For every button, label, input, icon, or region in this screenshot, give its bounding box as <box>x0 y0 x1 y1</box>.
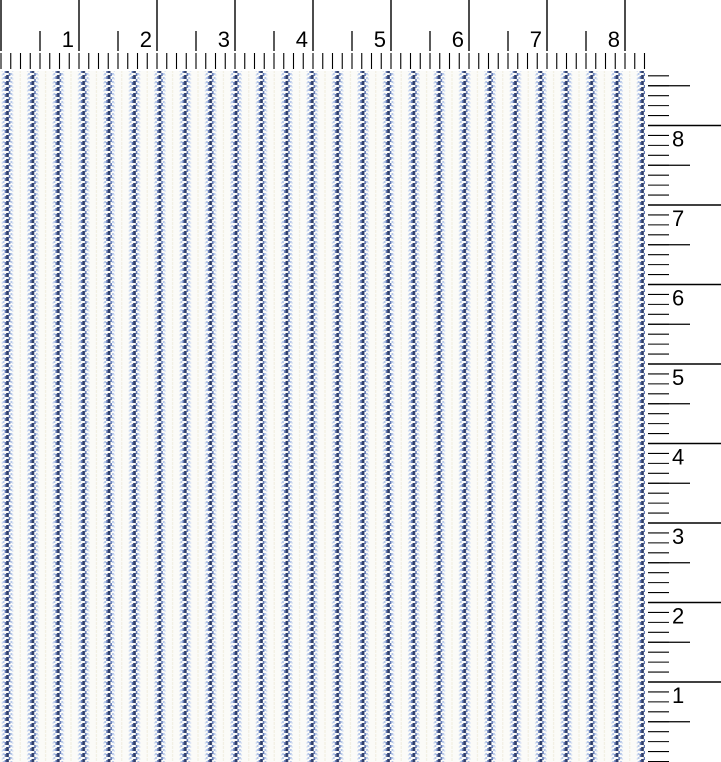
top-ruler-label-3: 3 <box>218 27 230 52</box>
top-ruler-ticks: 1 2 3 4 5 6 7 8 <box>0 0 646 69</box>
top-ruler-label-5: 5 <box>374 27 386 52</box>
right-ruler-label-8: 8 <box>672 127 684 152</box>
right-ruler-label-2: 2 <box>672 604 684 629</box>
fabric-swatch <box>0 71 645 762</box>
right-ruler-label-4: 4 <box>672 445 684 470</box>
right-ruler-label-6: 6 <box>672 286 684 311</box>
top-ruler: 1 2 3 4 5 6 7 8 <box>0 0 721 71</box>
top-ruler-label-8: 8 <box>608 27 620 52</box>
right-ruler-label-1: 1 <box>672 683 684 708</box>
right-ruler-ticks: 8 7 6 5 4 3 2 1 <box>648 75 721 762</box>
right-ruler-label-5: 5 <box>672 365 684 390</box>
top-ruler-label-2: 2 <box>140 27 152 52</box>
right-ruler: 8 7 6 5 4 3 2 1 <box>645 71 721 762</box>
top-ruler-label-1: 1 <box>62 27 74 52</box>
top-ruler-label-7: 7 <box>530 27 542 52</box>
ticking-stripe-pattern <box>0 71 645 762</box>
top-ruler-label-6: 6 <box>452 27 464 52</box>
right-ruler-label-3: 3 <box>672 524 684 549</box>
right-ruler-label-7: 7 <box>672 206 684 231</box>
top-ruler-label-4: 4 <box>296 27 308 52</box>
